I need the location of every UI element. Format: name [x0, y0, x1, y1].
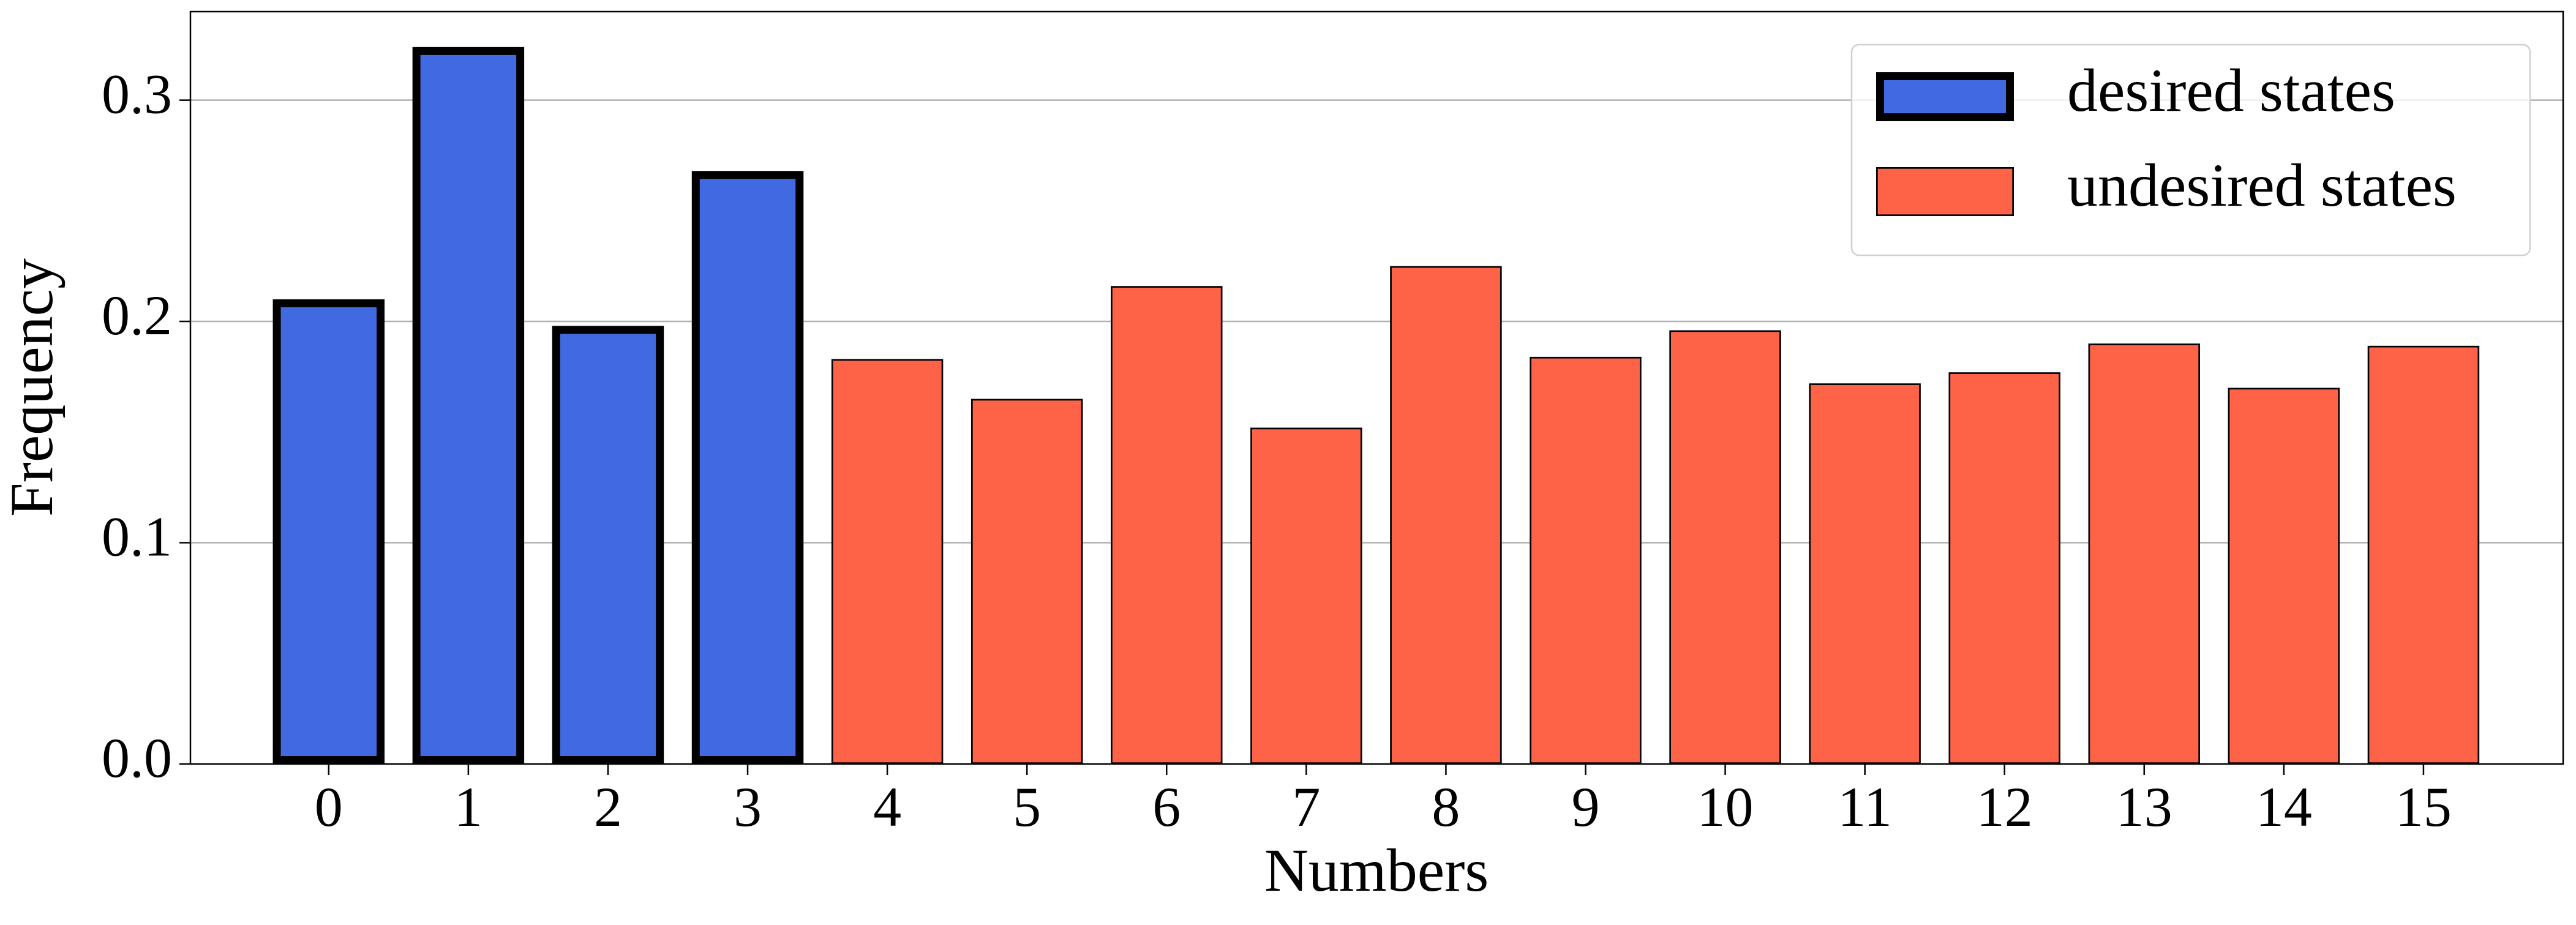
x-tick-label: 8	[1432, 776, 1460, 838]
x-tick-label: 9	[1571, 776, 1599, 838]
y-tick-label: 0.2	[102, 284, 172, 346]
bar	[691, 171, 804, 764]
x-tick-label: 2	[594, 776, 622, 838]
legend: desired states undesired states	[1850, 43, 2531, 257]
bar	[1809, 383, 1921, 765]
plot-frame	[189, 10, 2564, 765]
x-tick-label: 4	[873, 776, 901, 838]
legend-label: undesired states	[2067, 151, 2457, 219]
bar	[971, 399, 1083, 764]
bar	[1111, 286, 1223, 764]
bar	[552, 326, 664, 764]
legend-swatch	[1876, 167, 2015, 217]
bar	[1250, 427, 1362, 765]
y-axis-label: Frequency	[0, 258, 66, 517]
bar	[1530, 356, 1642, 765]
x-tick-label: 12	[1977, 776, 2033, 838]
x-tick-label: 13	[2116, 776, 2172, 838]
x-tick-label: 14	[2256, 776, 2312, 838]
x-axis-label: Numbers	[1264, 836, 1489, 904]
x-tick-label: 7	[1292, 776, 1320, 838]
bar	[2088, 343, 2201, 765]
bar	[2367, 345, 2480, 765]
bar	[831, 359, 944, 765]
x-tick-label: 3	[734, 776, 762, 838]
legend-swatch	[1876, 72, 2014, 121]
y-tick-label: 0.1	[102, 506, 172, 568]
bar	[412, 47, 525, 764]
bar	[1669, 330, 1781, 765]
y-tick-label: 0.0	[102, 727, 172, 789]
bar	[1948, 372, 2060, 765]
y-tick-label: 0.3	[102, 63, 172, 125]
bar	[272, 299, 385, 765]
x-tick-label: 5	[1013, 776, 1041, 838]
x-tick-label: 15	[2395, 776, 2452, 838]
x-tick-label: 11	[1838, 776, 1892, 838]
bar	[1390, 266, 1502, 764]
legend-label: desired states	[2067, 56, 2395, 124]
x-tick-label: 6	[1152, 776, 1181, 838]
x-tick-label: 1	[454, 776, 483, 838]
x-tick-label: 0	[315, 776, 343, 838]
x-tick-label: 10	[1697, 776, 1754, 838]
legend-frame	[1850, 43, 2531, 257]
bar	[2228, 388, 2340, 764]
